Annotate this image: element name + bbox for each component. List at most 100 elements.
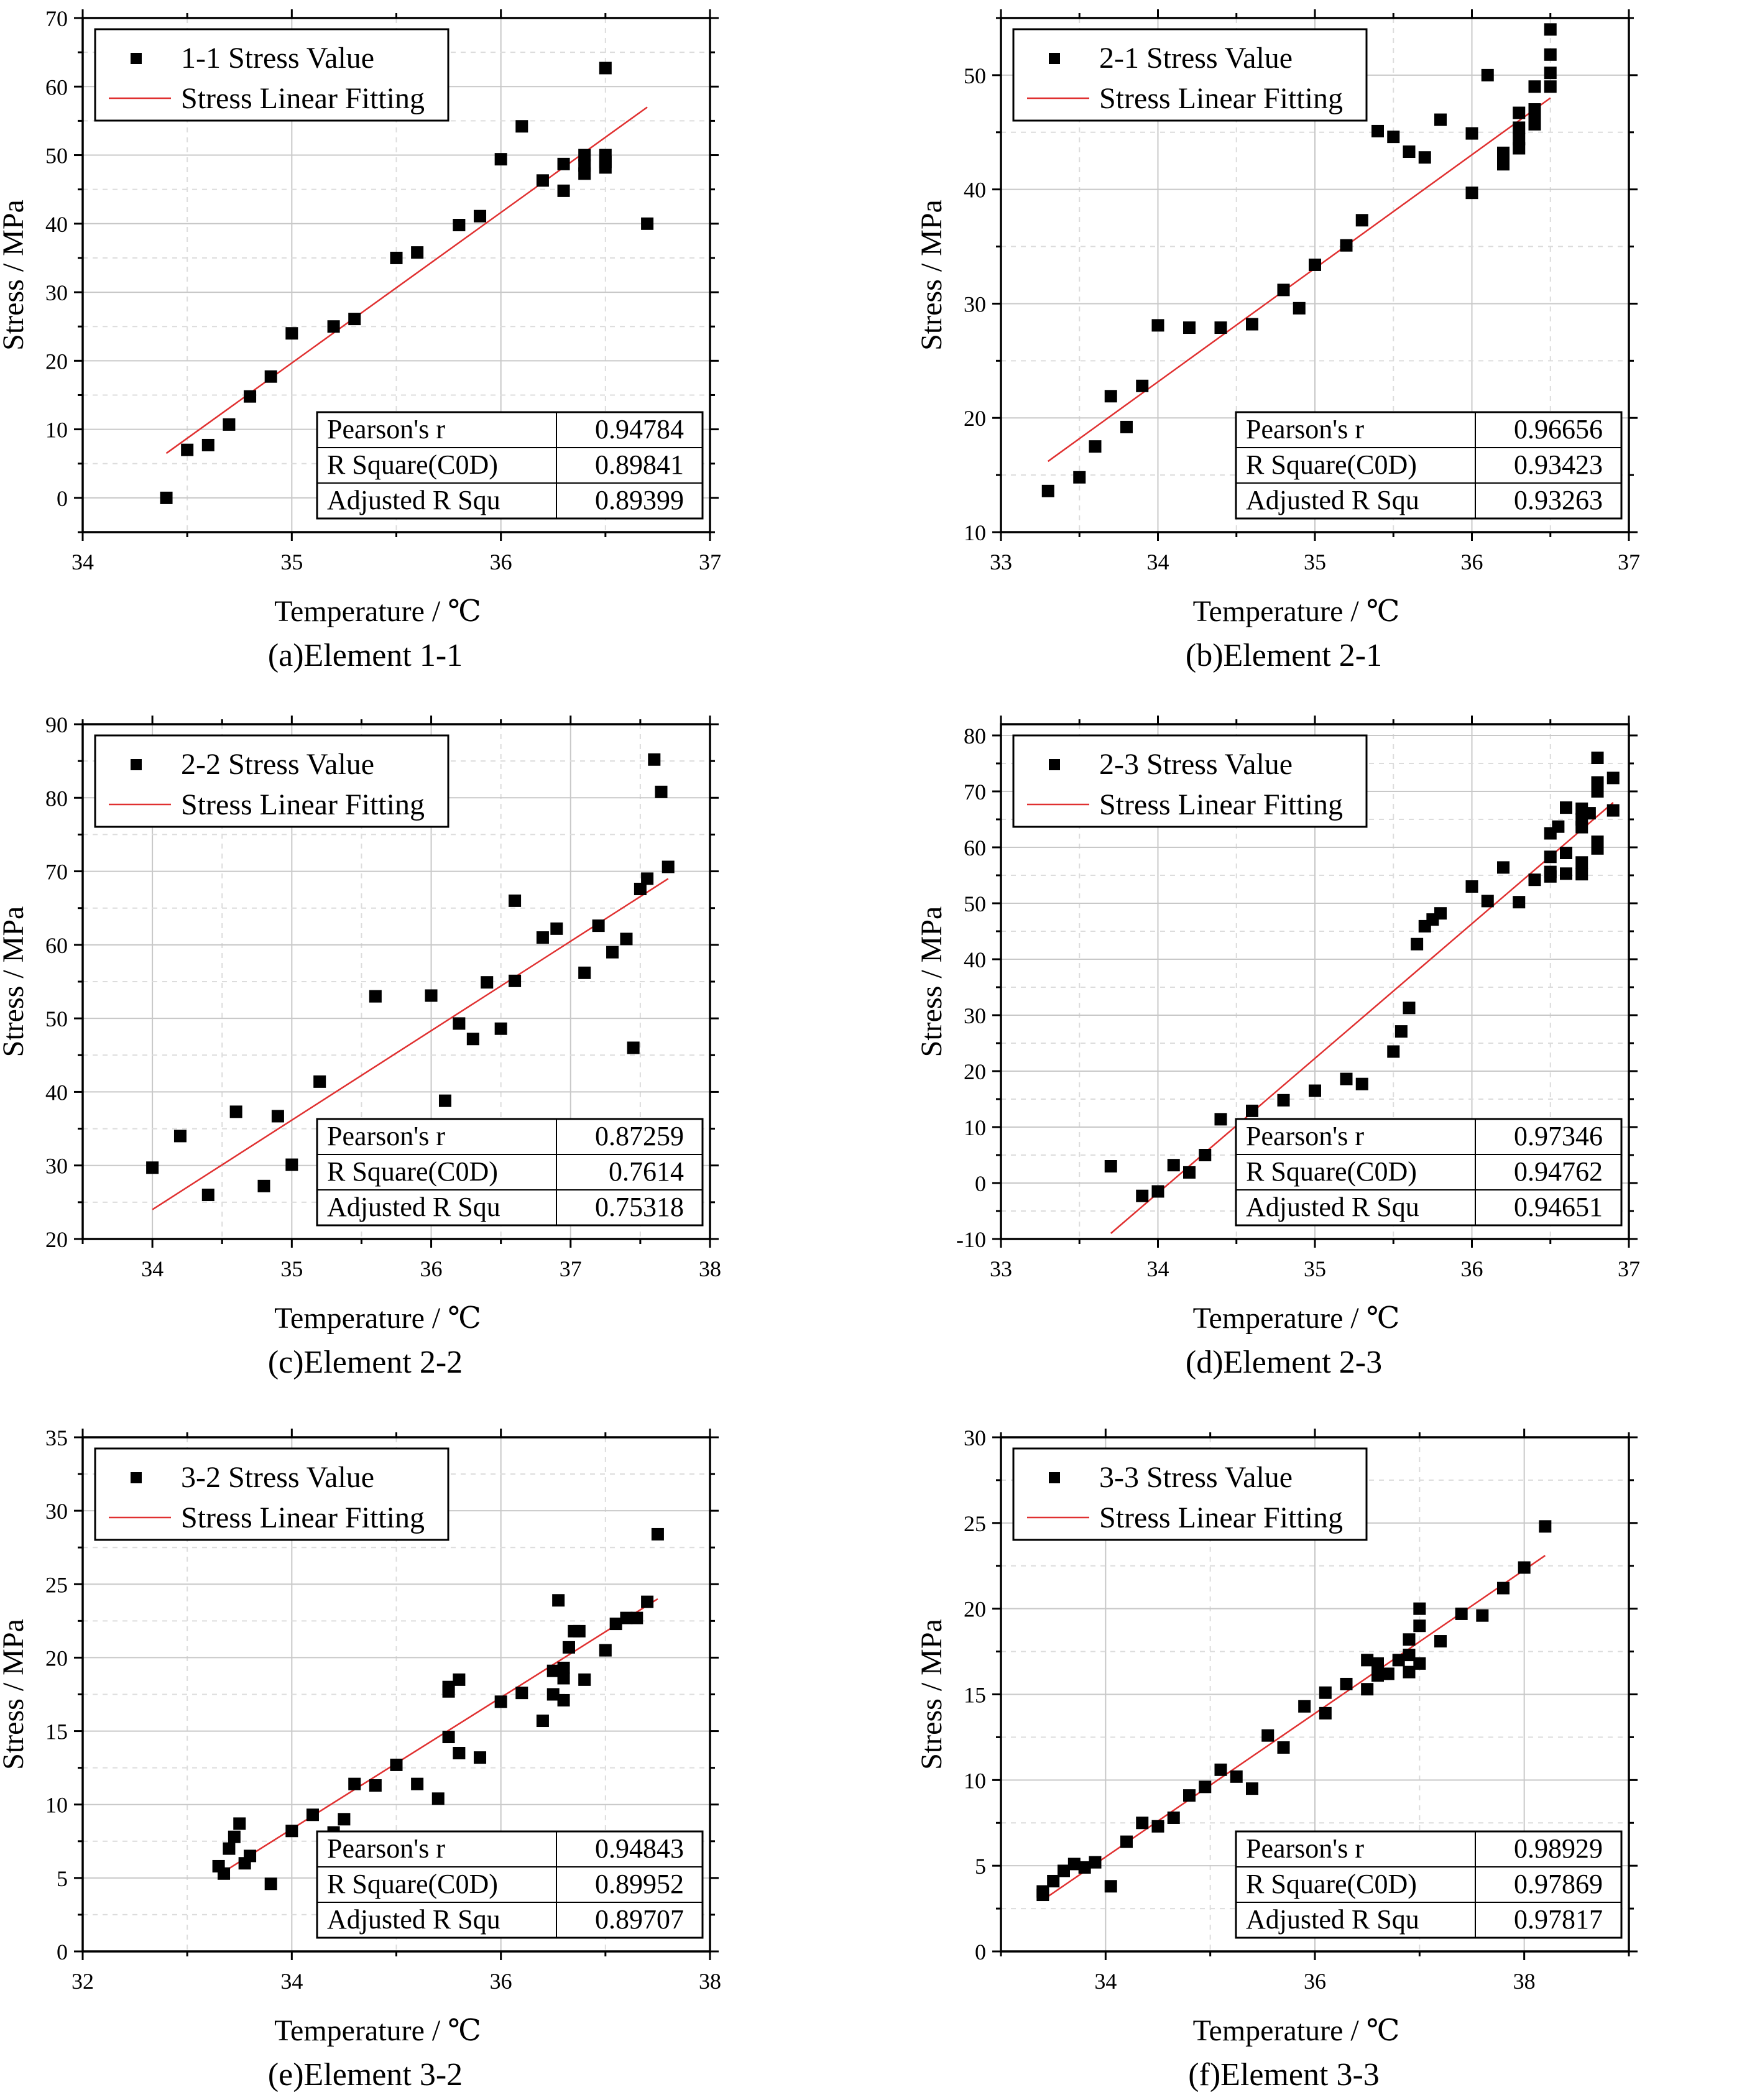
legend-fit-label: Stress Linear Fitting: [181, 788, 425, 821]
y-tick-label: 25: [45, 1572, 68, 1597]
x-tick-label: 38: [699, 1256, 721, 1281]
stats-value: 0.89707: [595, 1904, 684, 1935]
data-point: [181, 443, 194, 456]
y-tick-label: 10: [964, 1115, 986, 1140]
data-point: [1246, 1104, 1258, 1117]
chart-caption: (e)Element 3-2: [268, 2057, 463, 2093]
data-point: [1293, 302, 1306, 315]
axis-ticks: [74, 9, 719, 541]
legend-scatter-label: 3-3 Stress Value: [1099, 1461, 1293, 1494]
y-tick-label: 80: [45, 786, 68, 811]
data-point: [578, 167, 591, 180]
data-point: [453, 1017, 466, 1030]
y-tick-label: 0: [57, 1940, 68, 1964]
data-point: [438, 1094, 451, 1107]
chart-caption: (b)Element 2-1: [1186, 638, 1382, 673]
x-tick-label: 33: [990, 550, 1012, 574]
stats-value: 0.97869: [1514, 1869, 1603, 1899]
data-point: [1120, 420, 1133, 433]
data-point: [1078, 1861, 1091, 1874]
x-tick-label: 36: [490, 550, 512, 574]
stats-value: 0.89841: [595, 449, 684, 480]
legend: 2-1 Stress Value Stress Linear Fitting: [1012, 28, 1368, 122]
stats-label: Pearson's r: [327, 1121, 445, 1151]
chart-panel-6: 34 36 38 0 5 10 15 20 25 30 Temperature / ℃ Stress …: [915, 1425, 1638, 2093]
stats-label: Adjusted R Squ: [1246, 485, 1419, 515]
data-point: [1319, 1706, 1332, 1720]
stats-label: Adjusted R Squ: [327, 1904, 500, 1935]
data-point: [1067, 1858, 1081, 1871]
x-axis-label: Temperature / ℃: [274, 1302, 481, 1335]
legend-scatter-label: 2-1 Stress Value: [1099, 42, 1293, 75]
data-point: [1319, 1686, 1332, 1699]
data-point: [1560, 801, 1572, 814]
data-point: [453, 1747, 466, 1760]
data-point: [609, 1618, 622, 1631]
stats-label: Adjusted R Squ: [1246, 1904, 1419, 1935]
stats-table: Pearson's r 0.97346 R Square(C0D) 0.94762 Ad…: [1235, 1118, 1623, 1227]
chart-panel-2: 33 34 35 36 37 10 20 30 40 50 Temperature / ℃ Stres…: [915, 9, 1640, 673]
data-point: [285, 1825, 298, 1838]
data-point: [1411, 937, 1424, 951]
data-point: [1214, 321, 1227, 334]
stats-box: [316, 1830, 704, 1939]
y-tick-label: 70: [45, 860, 68, 885]
data-point: [1047, 1874, 1060, 1887]
x-tick-label: 35: [280, 550, 303, 574]
x-tick-label: 34: [280, 1969, 303, 1994]
data-point: [1298, 1700, 1311, 1713]
data-point: [1591, 842, 1604, 855]
legend: 1-1 Stress Value Stress Linear Fitting: [94, 28, 449, 122]
data-point: [1371, 124, 1384, 137]
data-point: [552, 1594, 565, 1607]
data-point: [1434, 113, 1447, 126]
data-point: [264, 1877, 277, 1890]
data-point: [1167, 1159, 1180, 1172]
y-tick-label: 50: [45, 144, 68, 168]
data-point: [1199, 1149, 1212, 1161]
data-point: [1277, 283, 1290, 297]
y-tick-label: 60: [45, 75, 68, 99]
data-point: [1513, 121, 1526, 134]
x-tick-label: 34: [1147, 550, 1169, 574]
data-point: [481, 976, 494, 989]
data-point: [1465, 187, 1478, 200]
data-point: [474, 210, 487, 223]
data-point: [1552, 820, 1565, 833]
data-point: [1560, 847, 1572, 859]
y-tick-label: 40: [45, 212, 68, 237]
data-point: [244, 390, 257, 403]
x-tick-label: 36: [1461, 1256, 1483, 1281]
stats-table: Pearson's r 0.94843 R Square(C0D) 0.89952 Ad…: [316, 1830, 704, 1939]
data-point: [348, 313, 361, 326]
data-point: [557, 1672, 570, 1685]
x-tick-label: 33: [990, 1256, 1012, 1281]
data-point: [1371, 1669, 1384, 1682]
data-point: [1544, 850, 1557, 863]
stats-value: 0.89399: [595, 485, 684, 515]
y-axis-label: Stress / MPa: [915, 1619, 948, 1770]
chart-caption: (f)Element 3-3: [1188, 2057, 1380, 2093]
data-point: [509, 894, 522, 907]
stats-box: [316, 411, 704, 520]
data-point: [1413, 1657, 1426, 1670]
y-tick-label: 20: [45, 1646, 68, 1670]
legend: 2-2 Stress Value Stress Linear Fitting: [94, 734, 449, 828]
data-point: [1136, 1817, 1149, 1830]
data-point: [1513, 896, 1526, 909]
x-tick-label: 37: [699, 550, 721, 574]
data-point: [229, 1105, 242, 1118]
stats-value: 0.94762: [1514, 1156, 1603, 1187]
legend-scatter-label: 3-2 Stress Value: [181, 1461, 374, 1494]
data-point: [233, 1817, 246, 1830]
data-point: [557, 1661, 570, 1674]
y-tick-label: 0: [975, 1171, 986, 1196]
data-point: [1528, 80, 1541, 93]
data-point: [390, 251, 403, 264]
y-tick-label: -10: [956, 1227, 986, 1252]
data-point: [1361, 1683, 1374, 1696]
x-tick-label: 38: [699, 1969, 721, 1994]
y-tick-label: 5: [57, 1866, 68, 1891]
y-tick-label: 50: [964, 891, 986, 916]
x-tick-label: 36: [1304, 1969, 1326, 1994]
